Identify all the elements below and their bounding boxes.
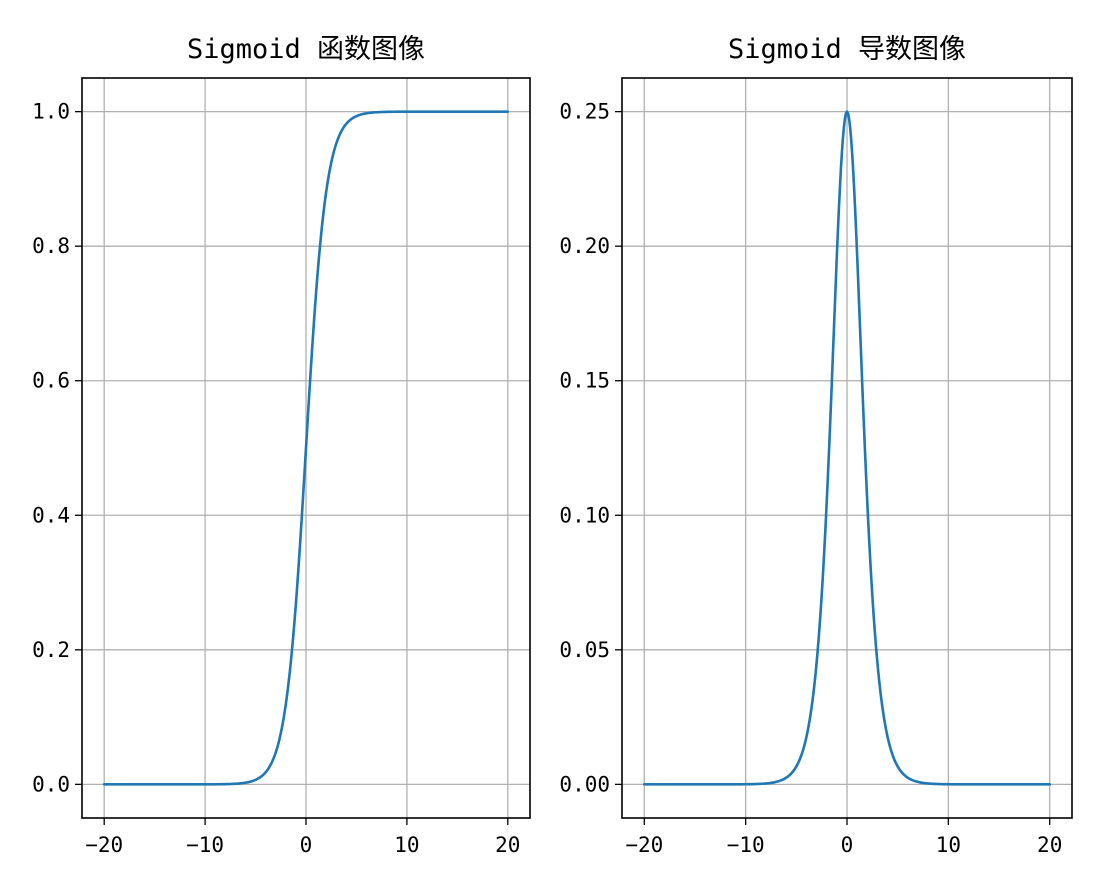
y-tick-label: 0.00 [559, 772, 610, 796]
y-tick-label: 0.25 [559, 100, 610, 124]
chart-title: Sigmoid 函数图像 [187, 34, 425, 65]
x-tick-label: −20 [625, 833, 663, 857]
x-tick-label: 20 [1037, 833, 1062, 857]
chart-title: Sigmoid 导数图像 [728, 34, 966, 65]
y-tick-label: 0.05 [559, 638, 610, 662]
y-tick-label: 0.4 [32, 503, 70, 527]
x-tick-label: −10 [186, 833, 224, 857]
x-tick-label: 20 [495, 833, 520, 857]
x-tick-label: 10 [394, 833, 419, 857]
y-tick-label: 0.20 [559, 234, 610, 258]
y-tick-label: 0.0 [32, 772, 70, 796]
x-tick-label: 0 [841, 833, 854, 857]
series-line [102, 110, 510, 786]
chart-sigmoid: Sigmoid 函数图像 −20 −10 0 10 20 0.0 0.2 0.4 0.6 0.8 1… [32, 34, 531, 857]
y-tick-label: 0.2 [32, 638, 70, 662]
y-tick-label: 0.8 [32, 234, 70, 258]
series-line [643, 110, 1051, 786]
y-tick-label: 0.6 [32, 369, 70, 393]
y-tick-label: 0.10 [559, 503, 610, 527]
x-tick-label: 10 [936, 833, 961, 857]
x-tick-label: −20 [85, 833, 123, 857]
y-tick-label: 0.15 [559, 369, 610, 393]
chart-sigmoid-derivative: Sigmoid 导数图像 −20 −10 0 10 20 0.00 0.05 0.10 0.15… [559, 34, 1073, 857]
x-tick-label: 0 [300, 833, 313, 857]
grid [622, 78, 1072, 818]
y-tick-label: 1.0 [32, 100, 70, 124]
x-tick-label: −10 [727, 833, 765, 857]
